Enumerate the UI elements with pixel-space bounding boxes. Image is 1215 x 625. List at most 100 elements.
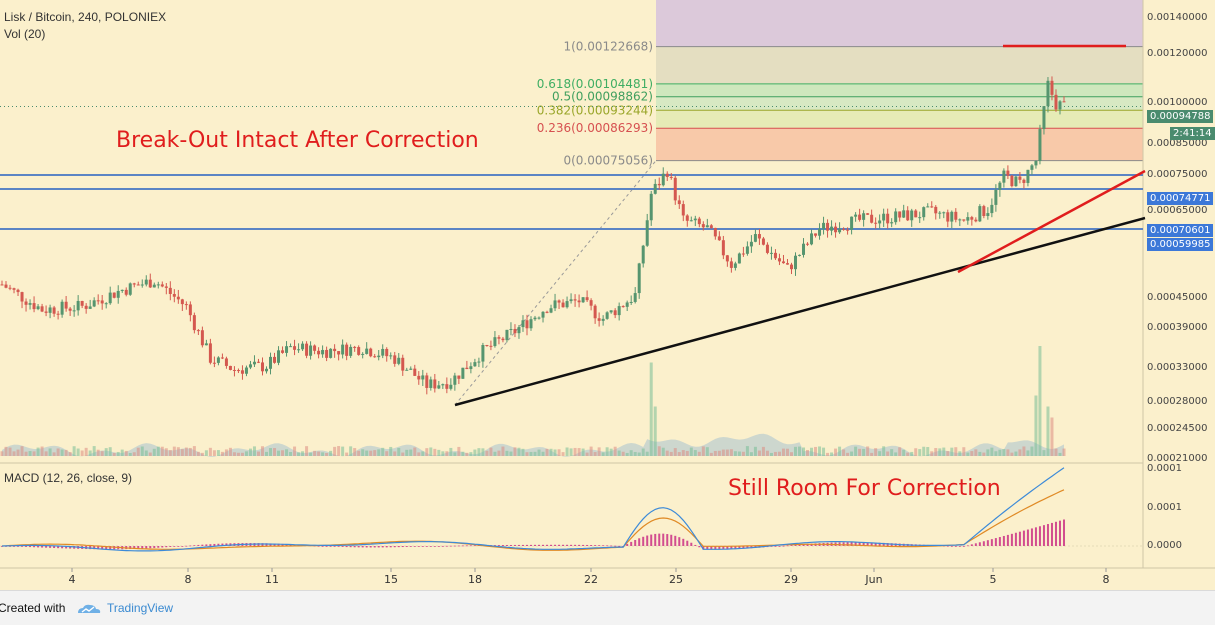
volume-bar xyxy=(697,451,701,456)
macd-hist xyxy=(582,544,585,546)
candle-body xyxy=(433,379,437,389)
volume-bar xyxy=(212,450,216,456)
volume-bar xyxy=(485,450,489,456)
volume-bar xyxy=(665,450,669,456)
candle-body xyxy=(421,375,425,380)
macd-hist xyxy=(205,544,208,546)
macd-hist xyxy=(854,542,857,546)
macd-hist xyxy=(417,546,420,547)
macd-hist xyxy=(954,546,957,547)
macd-hist xyxy=(381,546,384,548)
macd-hist xyxy=(602,545,605,547)
volume-bar xyxy=(489,447,493,456)
candle-body xyxy=(321,349,325,355)
macd-hist xyxy=(341,546,344,547)
volume-bar xyxy=(625,452,629,456)
macd-hist xyxy=(706,546,709,550)
candle-body xyxy=(513,328,517,334)
candle-body xyxy=(409,368,413,370)
volume-bar xyxy=(1062,448,1066,456)
volume-bar xyxy=(866,446,870,456)
macd-hist xyxy=(690,542,693,546)
macd-hist xyxy=(149,546,152,549)
candle-body xyxy=(998,182,1002,190)
volume-bar xyxy=(180,449,184,456)
volume-bar xyxy=(1010,452,1014,456)
macd-hist xyxy=(169,546,172,547)
macd-label: MACD (12, 26, close, 9) xyxy=(4,471,133,485)
macd-hist xyxy=(946,545,949,547)
volume-bar xyxy=(926,447,930,456)
candle-body xyxy=(866,213,870,215)
candle-body xyxy=(757,234,761,239)
volume-bar xyxy=(810,447,814,456)
volume-bar xyxy=(513,447,517,456)
macd-hist xyxy=(353,546,356,548)
macd-hist xyxy=(1026,529,1029,546)
macd-hist xyxy=(962,546,965,547)
macd-hist xyxy=(546,544,549,546)
volume-bar xyxy=(721,449,725,456)
volume-bar xyxy=(537,449,541,456)
volume-bar xyxy=(565,447,569,456)
macd-hist xyxy=(33,546,36,548)
volume-bar xyxy=(806,450,810,456)
macd-hist xyxy=(646,535,649,546)
volume-bar xyxy=(453,452,457,456)
volume-bar xyxy=(633,451,637,456)
candle-body xyxy=(269,356,273,369)
volume-bar xyxy=(717,450,721,456)
volume-bar xyxy=(605,447,609,456)
volume-bar xyxy=(349,446,353,456)
macd-hist xyxy=(1006,534,1009,546)
volume-bar xyxy=(998,449,1002,456)
volume-bar xyxy=(417,452,421,456)
volume-bar xyxy=(389,446,393,456)
candle-body xyxy=(1054,94,1058,110)
volume-bar xyxy=(545,448,549,456)
volume-bar xyxy=(818,446,822,456)
candle-body xyxy=(818,228,822,236)
candle-body xyxy=(188,304,192,316)
volume-bar xyxy=(585,452,589,456)
volume-bar xyxy=(128,452,132,456)
volume-bar xyxy=(942,447,946,456)
candle-body xyxy=(926,206,930,208)
macd-hist xyxy=(161,546,164,548)
macd-hist xyxy=(710,546,713,550)
macd-hist xyxy=(45,546,48,548)
volume-bar xyxy=(192,446,196,456)
candle-body xyxy=(934,206,938,214)
candle-body xyxy=(769,252,773,254)
price-axis-label: 0.00120000 xyxy=(1147,48,1208,59)
volume-bar xyxy=(802,447,806,456)
candle-body xyxy=(208,343,212,363)
current-price-tag: 0.00094788 xyxy=(1147,110,1214,123)
volume-bar xyxy=(561,452,565,456)
macd-hist xyxy=(213,543,216,546)
macd-hist xyxy=(165,546,168,548)
volume-bar xyxy=(1038,346,1042,456)
macd-hist xyxy=(586,544,589,546)
tradingview-link[interactable]: TradingView xyxy=(107,601,174,615)
volume-bar xyxy=(850,451,854,456)
volume-bar xyxy=(92,446,96,456)
volume-bar xyxy=(273,448,277,456)
volume-bar xyxy=(465,452,469,456)
volume-bar xyxy=(341,446,345,456)
volume-bar xyxy=(256,451,260,456)
candle-body xyxy=(104,303,108,305)
price-axis-label: 0.00085000 xyxy=(1147,138,1208,149)
candle-body xyxy=(1038,129,1042,161)
macd-hist xyxy=(173,546,176,547)
volume-bar xyxy=(882,446,886,456)
macd-hist xyxy=(133,546,136,549)
macd-hist xyxy=(57,546,60,549)
candle-body xyxy=(850,216,854,230)
volume-bar xyxy=(481,448,485,456)
candle-body xyxy=(858,214,862,220)
candle-body xyxy=(633,293,637,302)
volume-bar xyxy=(397,447,401,456)
candle-body xyxy=(781,261,785,264)
macd-hist xyxy=(473,545,476,547)
